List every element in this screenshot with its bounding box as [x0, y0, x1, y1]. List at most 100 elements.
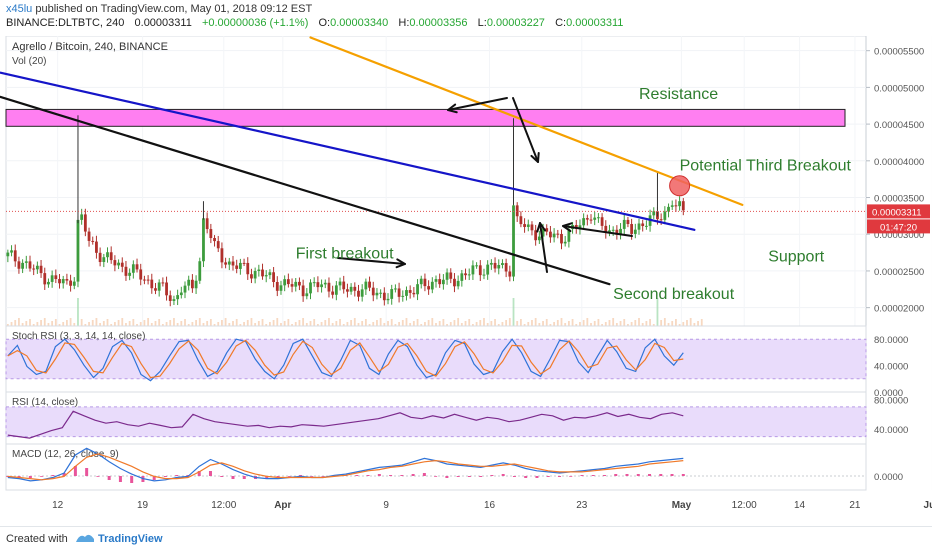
volume-bar: [309, 321, 312, 326]
volume-bar: [350, 320, 353, 326]
volume-bar: [697, 321, 699, 326]
volume-bar: [549, 324, 552, 326]
low-label: L:: [477, 17, 487, 29]
volume-bar: [394, 324, 397, 326]
volume-bar: [291, 324, 293, 326]
y-tick-label: 0.00005000: [874, 83, 924, 94]
x-tick-label: Apr: [274, 500, 291, 511]
candle: [493, 262, 497, 269]
volume-bar: [553, 322, 556, 326]
volume-bar: [154, 321, 157, 326]
macd-histogram-bar: [73, 466, 77, 476]
volume-bar: [29, 319, 31, 326]
volume-bar: [556, 320, 559, 326]
volume-bar: [435, 323, 437, 326]
candle: [39, 265, 43, 274]
resistance-zone[interactable]: [5, 108, 846, 127]
macd-histogram-bar: [107, 476, 111, 480]
volume-bar: [272, 320, 275, 326]
volume-bar: [486, 323, 489, 326]
candle: [393, 288, 397, 290]
support-arrow[interactable]: [562, 225, 633, 237]
candle: [342, 281, 346, 290]
volume-bar: [424, 322, 426, 326]
macd-histogram-bar: [422, 473, 426, 476]
candle: [600, 217, 604, 226]
volume-bar: [494, 319, 496, 326]
volume-bar: [287, 319, 290, 326]
second-breakout-arrow[interactable]: [539, 222, 548, 273]
orange-trendline[interactable]: [309, 36, 744, 206]
volume-bar: [449, 322, 452, 326]
volume-bar: [280, 323, 282, 326]
macd-histogram-bar: [614, 474, 618, 476]
candle: [91, 240, 95, 242]
candle: [501, 263, 504, 266]
macd-histogram-bar: [220, 476, 224, 477]
blue-trendline[interactable]: [0, 71, 696, 231]
candle: [619, 228, 622, 235]
volume-bar: [180, 321, 183, 326]
candle: [430, 281, 434, 290]
candle: [549, 231, 552, 238]
volume-bar: [364, 319, 367, 326]
volume-bar: [512, 298, 515, 326]
candle: [150, 279, 154, 289]
candle: [652, 211, 656, 216]
candle: [6, 252, 10, 257]
chart-canvas[interactable]: 0.00005500 0.00005000 0.00004500 0.00004000…: [0, 36, 932, 526]
volume-bar: [184, 319, 186, 326]
volume-bar: [663, 318, 666, 326]
macd-histogram-bar: [377, 474, 381, 476]
macd-histogram-bar: [670, 474, 674, 476]
volume-bar: [379, 318, 382, 326]
volume-bar: [47, 323, 50, 326]
tradingview-brand[interactable]: TradingView: [98, 533, 163, 545]
volume-bar: [641, 323, 644, 326]
low-value: 0.00003227: [486, 17, 545, 29]
macd-histogram-bar: [591, 475, 595, 476]
macd-histogram-bar: [445, 476, 449, 478]
candle: [135, 264, 139, 270]
stoch-tick: 40.0000: [874, 362, 908, 373]
resistance-arrow-left[interactable]: [447, 97, 508, 111]
candle: [681, 201, 685, 211]
candle: [272, 272, 275, 283]
volume-bar: [6, 324, 9, 326]
volume-bar: [623, 319, 626, 326]
candle: [190, 279, 194, 289]
author-link[interactable]: x45lu: [6, 3, 33, 15]
candle: [357, 290, 360, 297]
footer: Created with TradingView: [0, 526, 932, 551]
candle: [670, 205, 674, 207]
volume-bar: [224, 318, 227, 326]
macd-pane: [5, 443, 867, 491]
y-tick-label: 0.00003000: [874, 230, 924, 241]
volume-bar: [176, 323, 179, 326]
candle: [582, 218, 586, 226]
macd-histogram-bar: [456, 476, 460, 477]
first-breakout-arrow[interactable]: [337, 257, 406, 265]
rsi-pane-band: [5, 406, 867, 438]
volume-bar: [534, 318, 537, 326]
candle: [246, 262, 250, 275]
candle: [667, 206, 670, 212]
stoch-tick: 0.0000: [874, 388, 903, 399]
last-price: 0.00003311: [134, 17, 192, 29]
candle: [146, 279, 150, 281]
volume-bar: [501, 322, 504, 326]
black-trendline[interactable]: [0, 95, 611, 286]
volume-bar: [615, 323, 618, 326]
volume-bar: [508, 318, 511, 326]
candle: [264, 275, 268, 277]
volume-bar: [560, 318, 563, 326]
resistance-arrow-right[interactable]: [512, 97, 539, 163]
chart-title: Agrello / Bitcoin, 240, BINANCE: [12, 41, 168, 53]
volume-bar: [601, 324, 603, 326]
candle: [231, 261, 235, 266]
macd-histogram-bar: [490, 475, 494, 476]
breakout-marker[interactable]: [669, 175, 691, 197]
candle: [608, 230, 611, 233]
second-breakout-arrow-head: [536, 222, 547, 233]
candle: [663, 211, 667, 220]
